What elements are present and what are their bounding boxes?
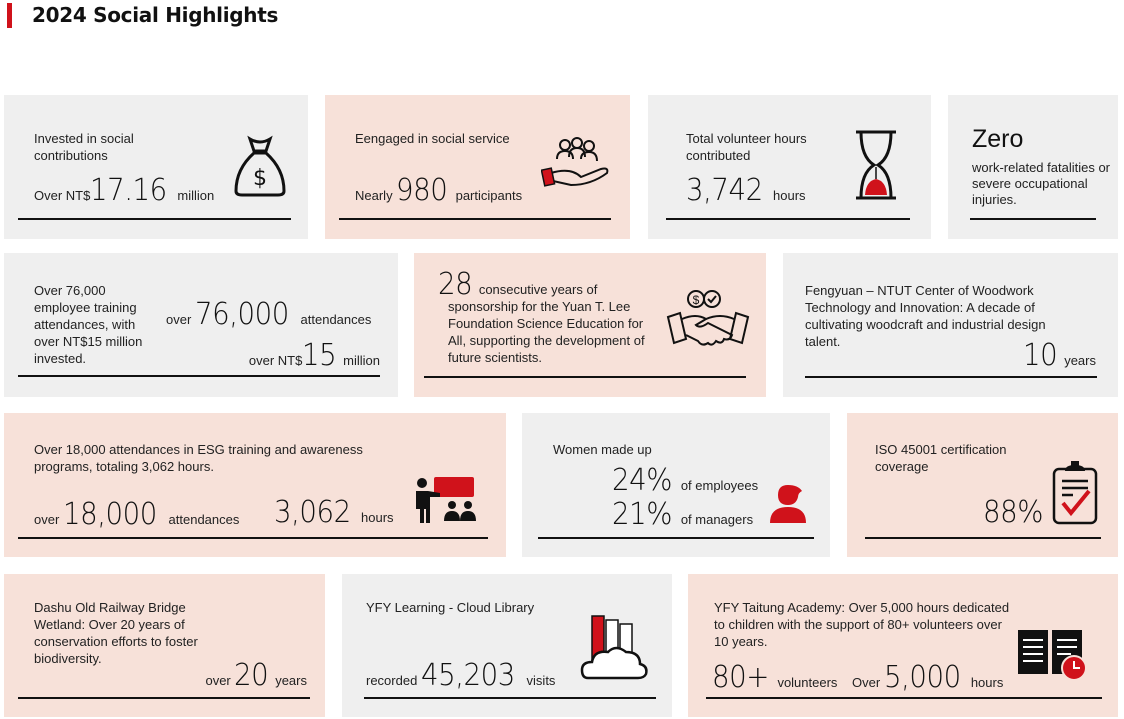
divider [706, 697, 1102, 699]
card-text: Women made up [553, 442, 652, 457]
divider [18, 697, 310, 699]
svg-text:$: $ [693, 293, 700, 307]
handshake-money-icon: $ [666, 290, 750, 346]
value-unit: attendances [300, 312, 372, 327]
value-unit: hours [361, 510, 394, 525]
value: Zero [972, 125, 1024, 153]
card-text: sponsorship for the Yuan T. Lee Foundati… [448, 299, 645, 365]
value: 24% [612, 463, 672, 498]
value: 18,000 [62, 497, 157, 532]
value: 980 [396, 173, 448, 208]
page-title: 2024 Social Highlights [32, 3, 279, 27]
clipboard-check-icon [1052, 461, 1098, 525]
card-volunteer-hours: Total volunteer hours contributed 3,742 … [648, 95, 931, 239]
card-text: Over 76,000 employee training attendance… [34, 283, 143, 366]
card-text: work-related fatalities or severe occupa… [972, 160, 1110, 207]
money-bag-icon: $ [234, 135, 286, 197]
card-text: Total volunteer hours contributed [686, 131, 807, 163]
card-social-contributions: Invested in social contributions Over NT… [4, 95, 308, 239]
title-accent-bar [7, 3, 12, 28]
divider [18, 218, 291, 220]
value-prefix: over NT$ [248, 353, 303, 368]
value-prefix: recorded [366, 673, 418, 688]
value: 21% [612, 497, 672, 532]
divider [805, 376, 1097, 378]
divider [424, 376, 746, 378]
value-prefix: Over NT$ [34, 188, 91, 203]
card-taitung-academy: YFY Taitung Academy: Over 5,000 hours de… [688, 574, 1118, 717]
value-prefix: Nearly [355, 188, 393, 203]
value: 5,000 [883, 660, 961, 695]
value: 28 [438, 267, 473, 302]
card-text: Eengaged in social service [355, 131, 510, 146]
value-unit: million [343, 353, 380, 368]
divider [364, 697, 656, 699]
value-prefix: over [34, 512, 60, 527]
card-text: Invested in social contributions [34, 131, 134, 163]
divider [18, 537, 488, 539]
card-text: Dashu Old Railway Bridge Wetland: Over 2… [34, 600, 198, 666]
card-iso-45001: ISO 45001 certification coverage 88% [847, 413, 1118, 557]
value-prefix: Over [852, 675, 881, 690]
card-esg-training: Over 18,000 attendances in ESG training … [4, 413, 506, 557]
cloud-books-icon [580, 615, 648, 680]
divider [18, 375, 380, 377]
card-zero-fatalities: Zero work-related fatalities or severe o… [948, 95, 1118, 239]
woman-icon [770, 485, 806, 523]
divider [538, 537, 814, 539]
value: 3,742 [686, 173, 763, 208]
presentation-icon [416, 477, 476, 523]
value: 10 [1023, 338, 1058, 373]
value-unit: volunteers [777, 675, 838, 690]
value: 3,062 [274, 495, 351, 530]
value: 76,000 [194, 297, 289, 332]
helping-hand-people-icon [541, 137, 609, 187]
svg-text:$: $ [253, 166, 267, 191]
card-employee-training: Over 76,000 employee training attendance… [4, 253, 398, 397]
card-text: Over 18,000 attendances in ESG training … [34, 442, 363, 474]
book-clock-icon [1018, 630, 1087, 681]
value-unit: million [177, 188, 215, 203]
divider [666, 218, 910, 220]
card-cloud-library: YFY Learning - Cloud Library recorded 45… [342, 574, 672, 717]
value-prefix: over [205, 673, 231, 688]
card-social-service: Eengaged in social service Nearly 980 pa… [325, 95, 630, 239]
card-dashu-wetland: Dashu Old Railway Bridge Wetland: Over 2… [4, 574, 325, 717]
card-woodwork-center: Fengyuan – NTUT Center of Woodwork Techn… [783, 253, 1118, 397]
card-text: YFY Learning - Cloud Library [366, 600, 535, 615]
value: 45,203 [420, 658, 515, 693]
card-women-workforce: Women made up 24% of employees 21% of ma… [522, 413, 830, 557]
divider [970, 218, 1096, 220]
card-text: Fengyuan – NTUT Center of Woodwork Techn… [805, 283, 1046, 349]
card-text: ISO 45001 certification coverage [875, 442, 1007, 474]
value-unit: attendances [168, 512, 240, 527]
value: 80+ [712, 660, 769, 695]
value: 88% [983, 495, 1043, 530]
card-text: consecutive years of [478, 282, 598, 297]
value-unit: participants [455, 188, 523, 203]
value: 20 [234, 658, 269, 693]
value-unit: visits [526, 673, 556, 688]
card-sponsorship: 28 consecutive years of sponsorship for … [414, 253, 766, 397]
value-unit: years [1064, 353, 1096, 368]
value-prefix: over [166, 312, 192, 327]
divider [339, 218, 611, 220]
value-unit: years [275, 673, 307, 688]
value: 15 [302, 338, 337, 373]
card-text: YFY Taitung Academy: Over 5,000 hours de… [714, 600, 1010, 649]
value: 17.16 [90, 173, 168, 208]
value-unit: hours [970, 675, 1004, 690]
divider [865, 537, 1101, 539]
value-unit: hours [773, 188, 806, 203]
value-unit: of employees [680, 478, 759, 493]
value-unit: of managers [680, 512, 754, 527]
hourglass-icon [856, 130, 896, 200]
